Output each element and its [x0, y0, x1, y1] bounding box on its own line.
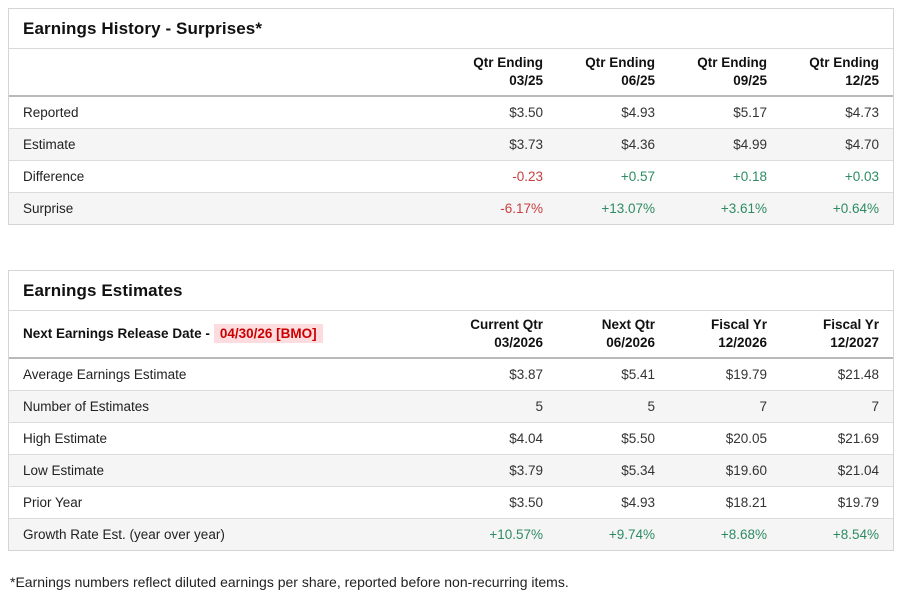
value-cell: 5	[557, 390, 669, 423]
col-header-sub: 09/25	[733, 72, 767, 88]
value-cell: $5.50	[557, 422, 669, 455]
value-cell-positive: +0.03	[781, 160, 893, 193]
value-cell: 7	[781, 390, 893, 423]
col-header-sub: 03/25	[509, 72, 543, 88]
earnings-history-panel: Earnings History - Surprises* Qtr Ending…	[8, 8, 894, 226]
value-cell: $3.79	[445, 454, 557, 487]
table-row-difference: Difference -0.23 +0.57 +0.18 +0.03	[9, 160, 893, 193]
value-cell: $5.17	[733, 105, 767, 121]
value-cell: $4.70	[781, 128, 893, 161]
row-label: Growth Rate Est. (year over year)	[9, 518, 445, 551]
col-header-label: Qtr Ending	[697, 55, 767, 70]
value-cell: $4.93	[557, 486, 669, 519]
col-header-sub: 03/2026	[494, 334, 543, 350]
value-cell-positive: +9.74%	[557, 518, 669, 551]
table-row-average-estimate: Average Earnings Estimate $3.87 $5.41 $1…	[9, 358, 893, 391]
history-header-empty	[9, 49, 445, 98]
value-cell: $20.05	[669, 422, 781, 455]
table-row-surprise: Surprise -6.17% +13.07% +3.61% +0.64%	[9, 192, 893, 225]
value-cell: $4.04	[445, 422, 557, 455]
col-header-label: Fiscal Yr	[710, 317, 767, 333]
value-cell: $4.36	[557, 128, 669, 161]
value-cell: $3.73	[445, 128, 557, 161]
row-label: Reported	[23, 105, 79, 121]
value-cell: 5	[445, 390, 557, 423]
row-label: Estimate	[9, 128, 445, 161]
table-row-growth-rate: Growth Rate Est. (year over year) +10.57…	[9, 518, 893, 551]
col-header-sub: 12/2027	[830, 334, 879, 350]
value-cell: $19.60	[669, 454, 781, 487]
value-cell-positive: +3.61%	[669, 192, 781, 225]
value-cell-positive: +13.07%	[557, 192, 669, 225]
value-cell-positive: +10.57%	[445, 518, 557, 551]
col-header-sub: 06/25	[621, 72, 655, 88]
value-cell-positive: +8.54%	[781, 518, 893, 551]
value-cell: $21.48	[837, 367, 879, 383]
value-cell: $5.41	[621, 367, 655, 383]
table-row-low-estimate: Low Estimate $3.79 $5.34 $19.60 $21.04	[9, 454, 893, 487]
history-col-header-1: Qtr Ending 03/25	[445, 49, 557, 98]
row-label: Surprise	[9, 192, 445, 225]
row-label: Low Estimate	[9, 454, 445, 487]
col-header-label: Fiscal Yr	[822, 317, 879, 333]
panel-gap	[8, 225, 894, 270]
value-cell: $19.79	[781, 486, 893, 519]
table-row-estimate: Estimate $3.73 $4.36 $4.99 $4.70	[9, 128, 893, 161]
col-header-label: Current Qtr	[470, 317, 543, 333]
value-cell: $19.79	[725, 367, 767, 383]
col-header-sub: 06/2026	[606, 334, 655, 350]
col-header-label: Qtr Ending	[585, 55, 655, 70]
earnings-footnote: *Earnings numbers reflect diluted earnin…	[10, 574, 569, 591]
history-header-row: Qtr Ending 03/25 Qtr Ending 06/25 Qtr En…	[9, 49, 893, 98]
value-cell: $3.50	[445, 486, 557, 519]
estimates-col-header-2: Next Qtr 06/2026	[557, 311, 669, 360]
estimates-col-header-1: Current Qtr 03/2026	[445, 311, 557, 360]
earnings-history-table: Qtr Ending 03/25 Qtr Ending 06/25 Qtr En…	[9, 49, 893, 225]
row-label: Average Earnings Estimate	[23, 367, 187, 383]
table-row-reported: Reported $3.50 $4.93 $5.17 $4.73	[9, 96, 893, 129]
col-header-label: Qtr Ending	[473, 55, 543, 70]
col-header-label: Next Qtr	[601, 317, 655, 333]
earnings-estimates-panel: Earnings Estimates Next Earnings Release…	[8, 270, 894, 552]
value-cell: $4.73	[845, 105, 879, 121]
value-cell: $21.69	[781, 422, 893, 455]
value-cell: $4.93	[621, 105, 655, 121]
col-header-sub: 12/25	[845, 72, 879, 88]
value-cell-positive: +0.64%	[781, 192, 893, 225]
value-cell: 7	[669, 390, 781, 423]
value-cell-negative: -0.23	[445, 160, 557, 193]
value-cell-positive: +0.57	[557, 160, 669, 193]
value-cell: $21.04	[781, 454, 893, 487]
value-cell-positive: +0.18	[669, 160, 781, 193]
row-label: Prior Year	[9, 486, 445, 519]
history-col-header-2: Qtr Ending 06/25	[557, 49, 669, 98]
release-date-badge: 04/30/26 [BMO]	[213, 323, 323, 343]
value-cell-negative: -6.17%	[445, 192, 557, 225]
estimates-col-header-3: Fiscal Yr 12/2026	[669, 311, 781, 360]
value-cell: $3.87	[509, 367, 543, 383]
value-cell: $4.99	[669, 128, 781, 161]
col-header-sub: 12/2026	[718, 334, 767, 350]
value-cell: $3.50	[509, 105, 543, 121]
estimates-header-row: Next Earnings Release Date -04/30/26 [BM…	[9, 311, 893, 360]
earnings-estimates-table: Next Earnings Release Date -04/30/26 [BM…	[9, 311, 893, 551]
value-cell: $5.34	[557, 454, 669, 487]
next-earnings-release: Next Earnings Release Date -04/30/26 [BM…	[9, 311, 445, 360]
table-row-high-estimate: High Estimate $4.04 $5.50 $20.05 $21.69	[9, 422, 893, 455]
table-row-number-of-estimates: Number of Estimates 5 5 7 7	[9, 390, 893, 423]
release-date-label: Next Earnings Release Date -	[23, 325, 210, 341]
row-label: High Estimate	[9, 422, 445, 455]
table-row-prior-year: Prior Year $3.50 $4.93 $18.21 $19.79	[9, 486, 893, 519]
value-cell-positive: +8.68%	[669, 518, 781, 551]
value-cell: $18.21	[669, 486, 781, 519]
row-label: Difference	[9, 160, 445, 193]
earnings-history-title: Earnings History - Surprises*	[9, 9, 893, 49]
row-label: Number of Estimates	[9, 390, 445, 423]
history-col-header-4: Qtr Ending 12/25	[781, 49, 893, 98]
estimates-col-header-4: Fiscal Yr 12/2027	[781, 311, 893, 360]
col-header-label: Qtr Ending	[809, 55, 879, 70]
history-col-header-3: Qtr Ending 09/25	[669, 49, 781, 98]
earnings-estimates-title: Earnings Estimates	[9, 271, 893, 312]
